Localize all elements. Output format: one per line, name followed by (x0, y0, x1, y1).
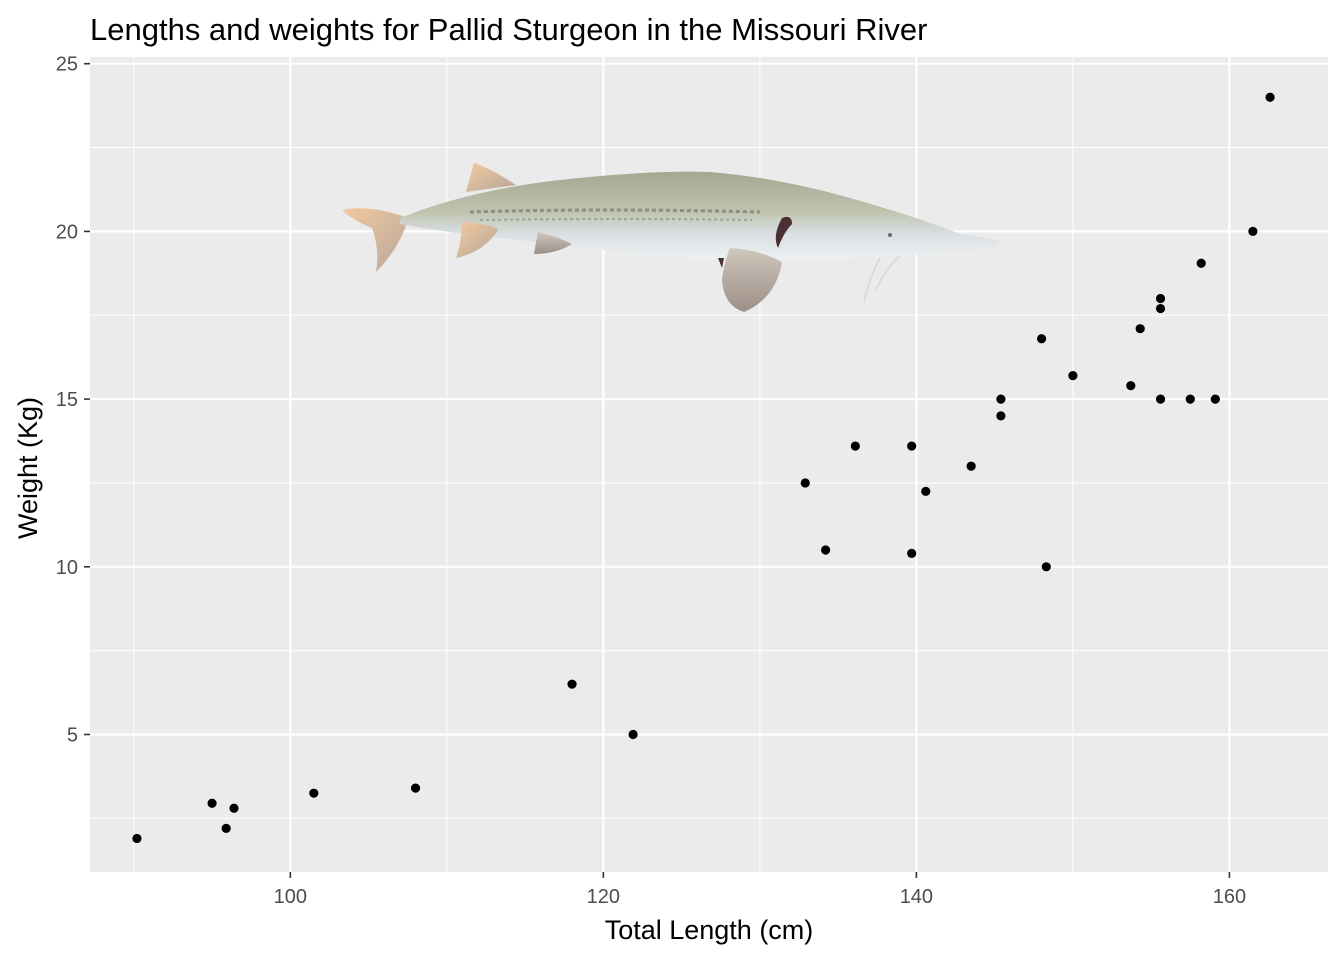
data-point (1185, 394, 1195, 404)
data-point (1210, 394, 1220, 404)
y-tick-label: 15 (56, 389, 78, 411)
data-point (966, 461, 976, 471)
data-point (309, 788, 319, 798)
x-axis-title: Total Length (cm) (605, 915, 814, 945)
x-tick-label: 100 (274, 886, 307, 908)
y-tick-label: 5 (67, 724, 78, 746)
data-point (1155, 303, 1166, 314)
data-point (207, 798, 217, 808)
y-tick-label: 10 (56, 557, 78, 579)
data-point (1041, 562, 1051, 572)
y-axis-title: Weight (Kg) (13, 397, 43, 539)
data-point (221, 823, 231, 833)
data-point (1068, 371, 1078, 381)
data-point (1036, 334, 1047, 344)
data-point (921, 486, 931, 496)
x-tick-label: 120 (587, 886, 620, 908)
data-point (1248, 226, 1258, 237)
data-point (567, 679, 577, 689)
y-axis: 5 10 15 20 25 (56, 54, 90, 746)
x-axis: 100 120 140 160 (274, 872, 1246, 908)
data-point (1155, 293, 1166, 304)
data-point (996, 394, 1006, 404)
data-point (628, 729, 638, 740)
y-tick-label: 25 (56, 54, 78, 76)
data-point (850, 441, 860, 451)
data-point (907, 441, 917, 451)
chart-title: Lengths and weights for Pallid Sturgeon … (90, 12, 927, 47)
data-point (800, 478, 810, 488)
data-point (996, 411, 1006, 421)
x-tick-label: 160 (1213, 886, 1246, 908)
data-point (229, 803, 239, 813)
data-point (1196, 258, 1206, 268)
data-point (1155, 394, 1166, 404)
data-point (132, 833, 142, 844)
x-tick-label: 140 (900, 886, 933, 908)
data-point (821, 545, 831, 555)
data-points (132, 92, 1275, 844)
data-point (1126, 381, 1136, 391)
data-point (410, 783, 421, 793)
data-point (907, 548, 917, 558)
y-tick-label: 20 (56, 221, 78, 243)
pallid-sturgeon-illustration (342, 163, 1002, 312)
data-point (1265, 92, 1275, 102)
data-point (1135, 324, 1145, 334)
